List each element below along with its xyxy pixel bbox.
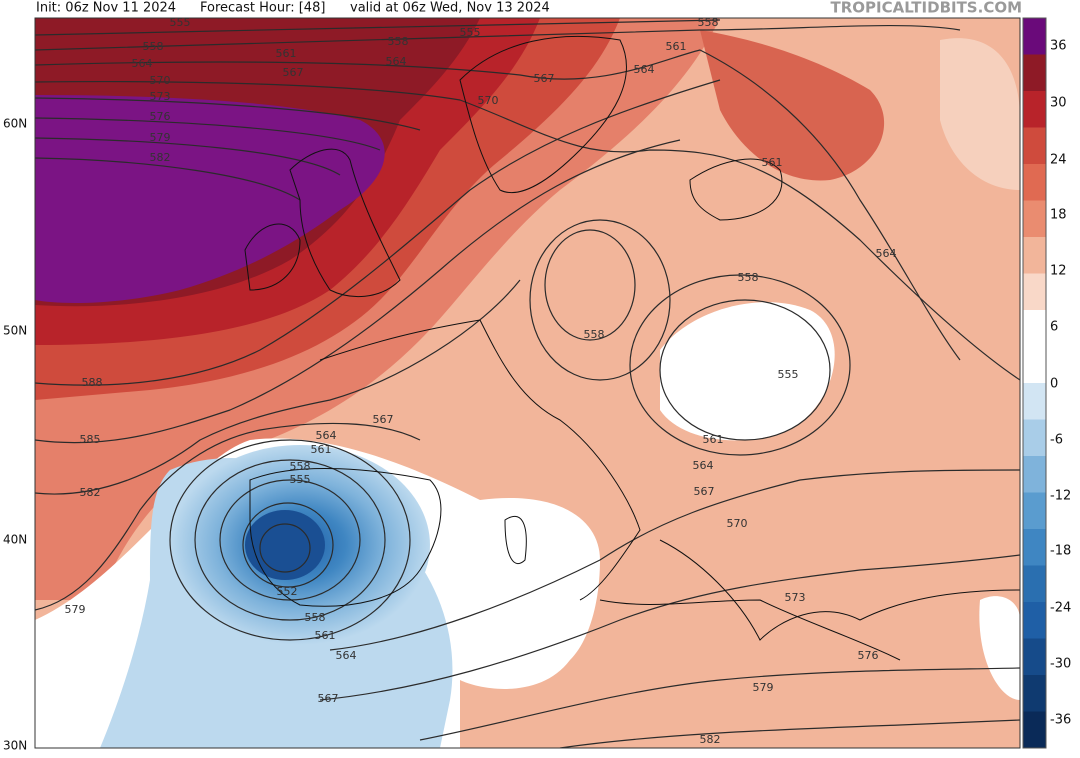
contour-label: 570 [478,94,499,107]
colorbar-band [1023,91,1046,128]
contour-label: 582 [80,486,101,499]
colorbar-band [1023,529,1046,566]
contour-label: 579 [753,681,774,694]
coastlines [244,35,1020,661]
contour-label: 567 [694,485,715,498]
colorbar-band [1023,675,1046,712]
colorbar-band [1023,54,1046,92]
contour-label: 570 [150,74,171,87]
contour-label: 576 [150,110,171,123]
contour-label: 582 [150,151,171,164]
contour-label: 561 [311,443,332,456]
colorbar [1022,17,1047,749]
colorbar-label: 6 [1050,320,1058,335]
colorbar-label: -24 [1050,601,1071,616]
map-frame [34,17,1021,749]
contour-label: 567 [373,413,394,426]
valid-time: valid at 06z Wed, Nov 13 2024 [350,1,550,16]
colorbar-label: -12 [1050,489,1071,504]
colorbar-band [1023,310,1046,347]
contour-label: 555 [460,26,481,39]
contour-label: 558 [388,35,409,48]
contour-label: 579 [65,603,86,616]
colorbar-band [1023,638,1046,676]
latitude-label: 50N [3,324,27,338]
contour-label: 582 [700,733,721,746]
latitude-label: 30N [3,739,27,753]
colorbar-band [1023,602,1046,639]
contour-label: 564 [132,57,153,70]
contour-label: 573 [150,90,171,103]
colorbar-label: 18 [1050,208,1067,223]
colorbar-label: -6 [1050,433,1063,448]
colorbar-band [1023,346,1046,384]
colorbar-band [1023,456,1046,493]
contour-label: 585 [80,433,101,446]
contour-label: 564 [876,247,897,260]
contour-label: 576 [858,649,879,662]
contour-label: 567 [318,692,339,705]
colorbar-band [1023,18,1046,55]
contour-label: 561 [276,47,297,60]
contour-label: 570 [727,517,748,530]
contour-label: 564 [316,429,337,442]
colorbar-label: -30 [1050,657,1071,672]
contour-label: 558 [143,40,164,53]
contour-label: 564 [634,63,655,76]
contour-label: 558 [290,460,311,473]
latitude-label: 40N [3,533,27,547]
contour-label: 564 [336,649,357,662]
colorbar-band [1023,565,1046,603]
colorbar-band [1023,164,1046,201]
contour-label: 564 [386,55,407,68]
contour-label: 567 [283,66,304,79]
contour-label: 558 [584,328,605,341]
colorbar-label: 0 [1050,377,1058,392]
contour-label: 588 [82,376,103,389]
contour-label: 558 [698,16,719,29]
colorbar-band [1023,711,1046,749]
contour-label: 558 [305,611,326,624]
contour-label: 564 [693,459,714,472]
colorbar-band [1023,237,1046,274]
contour-label: 561 [315,629,336,642]
contour-label: 567 [534,72,555,85]
colorbar-label: 24 [1050,153,1067,168]
contour-label: 558 [738,271,759,284]
colorbar-label: -18 [1050,544,1071,559]
contour-label: 561 [666,40,687,53]
contour-label: 555 [170,16,191,29]
contour-label: 573 [785,591,806,604]
contour-label: 561 [762,156,783,169]
contour-label: 555 [778,368,799,381]
init-text: Init: 06z Nov 11 2024 [36,1,176,16]
watermark: TROPICALTIDBITS.COM [831,0,1023,17]
colorbar-band [1023,273,1046,311]
forecast-hour: Forecast Hour: [48] [200,1,325,16]
colorbar-frame [1022,17,1047,749]
contour-label: 552 [277,585,298,598]
contour-label: 579 [150,131,171,144]
colorbar-band [1023,419,1046,457]
colorbar-band [1023,200,1046,238]
latitude-label: 60N [3,117,27,131]
colorbar-band [1023,492,1046,530]
colorbar-band [1023,127,1046,165]
colorbar-label: 30 [1050,96,1067,111]
colorbar-label: 12 [1050,264,1067,279]
colorbar-label: 36 [1050,39,1067,54]
field [35,18,1020,748]
colorbar-label: -36 [1050,713,1071,728]
colorbar-band [1023,383,1046,420]
contour-label: 555 [290,473,311,486]
contour-label: 561 [703,433,724,446]
